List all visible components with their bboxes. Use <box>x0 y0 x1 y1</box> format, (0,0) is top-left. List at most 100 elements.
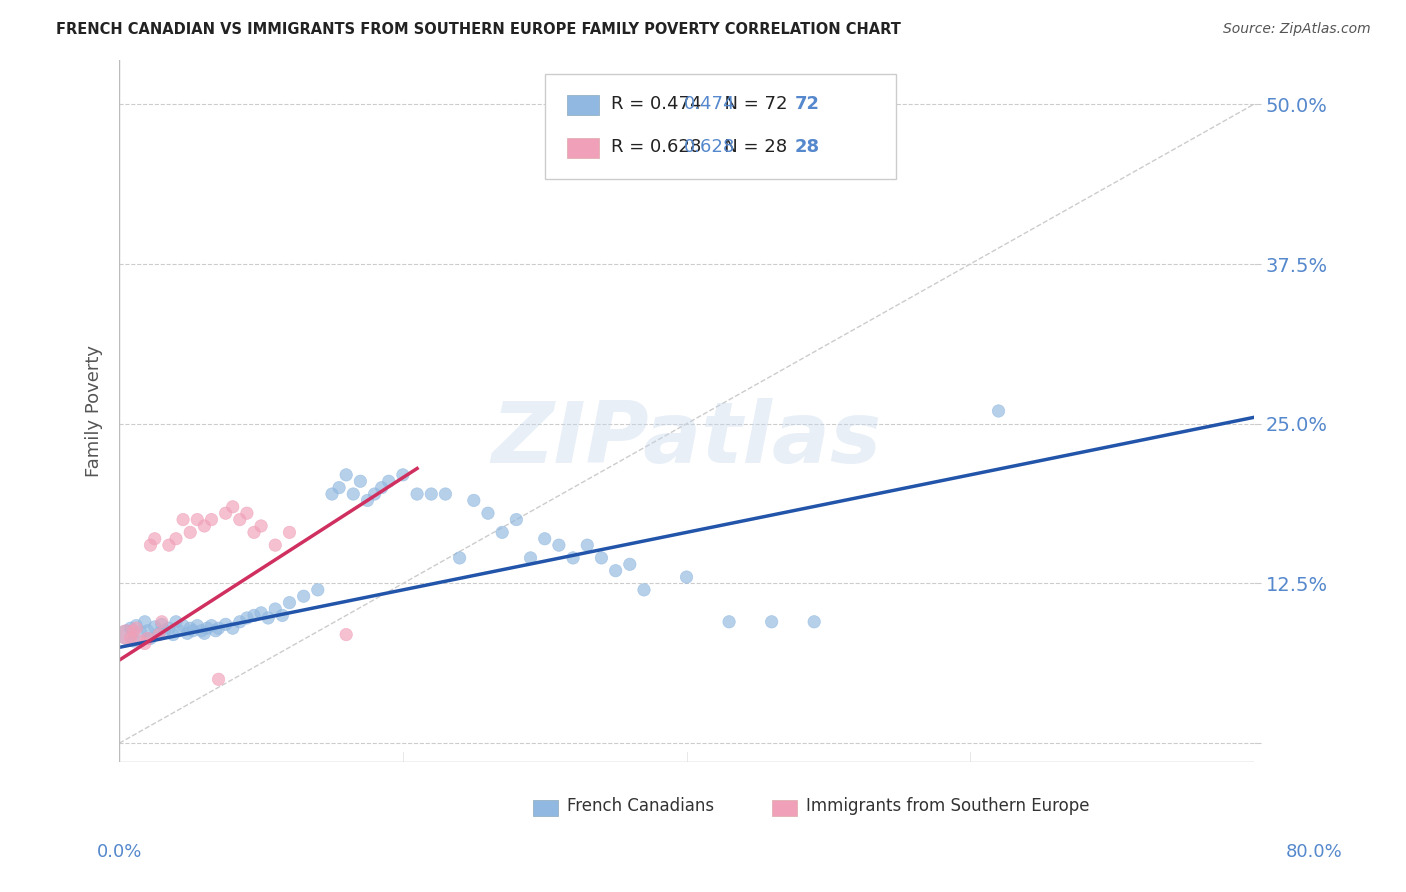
Text: R = 0.628    N = 28: R = 0.628 N = 28 <box>610 138 786 156</box>
Point <box>243 608 266 623</box>
Point <box>519 550 541 565</box>
Point <box>125 621 148 635</box>
Point <box>591 550 613 565</box>
Point <box>292 589 315 603</box>
Text: Immigrants from Southern Europe: Immigrants from Southern Europe <box>806 797 1090 815</box>
Point <box>278 525 301 540</box>
Point <box>139 632 162 646</box>
Point <box>122 624 145 638</box>
Point <box>148 626 170 640</box>
Point <box>195 621 218 635</box>
Point <box>172 618 194 632</box>
Point <box>342 487 364 501</box>
Point <box>229 615 252 629</box>
Point <box>619 558 641 572</box>
Point <box>434 487 457 501</box>
Point <box>377 475 399 489</box>
Point <box>406 487 429 501</box>
Point <box>370 481 392 495</box>
Text: FRENCH CANADIAN VS IMMIGRANTS FROM SOUTHERN EUROPE FAMILY POVERTY CORRELATION CH: FRENCH CANADIAN VS IMMIGRANTS FROM SOUTH… <box>56 22 901 37</box>
Text: Source: ZipAtlas.com: Source: ZipAtlas.com <box>1223 22 1371 37</box>
Point <box>122 634 145 648</box>
Point <box>179 621 201 635</box>
Point <box>264 538 287 552</box>
Point <box>420 487 443 501</box>
Point <box>229 512 252 526</box>
Point <box>125 618 148 632</box>
Point <box>143 532 166 546</box>
Point <box>321 487 343 501</box>
Point <box>328 481 350 495</box>
FancyBboxPatch shape <box>533 800 558 816</box>
Point <box>505 512 527 526</box>
Point <box>115 627 138 641</box>
Point <box>193 626 215 640</box>
Point <box>675 570 697 584</box>
Point <box>533 532 555 546</box>
Point <box>576 538 599 552</box>
FancyBboxPatch shape <box>772 800 797 816</box>
Point <box>633 582 655 597</box>
Point <box>120 621 142 635</box>
Point <box>222 500 245 514</box>
Point <box>190 624 212 638</box>
Point <box>162 627 184 641</box>
Point <box>176 626 198 640</box>
Point <box>562 550 585 565</box>
Point <box>335 627 357 641</box>
Point <box>271 608 294 623</box>
Point <box>548 538 571 552</box>
Point <box>153 624 176 638</box>
Y-axis label: Family Poverty: Family Poverty <box>86 345 103 477</box>
Point <box>157 621 180 635</box>
Text: 0.474: 0.474 <box>685 95 735 112</box>
Point <box>250 519 273 533</box>
Point <box>449 550 471 565</box>
Point <box>356 493 378 508</box>
Point <box>335 467 357 482</box>
Point <box>605 564 627 578</box>
Point <box>143 620 166 634</box>
Point <box>718 615 741 629</box>
Point <box>349 475 371 489</box>
Point <box>165 532 187 546</box>
Point <box>207 621 229 635</box>
Point <box>157 538 180 552</box>
Point <box>134 636 156 650</box>
Point <box>243 525 266 540</box>
Point <box>148 627 170 641</box>
Text: 80.0%: 80.0% <box>1286 843 1343 861</box>
Point <box>136 624 159 638</box>
Point <box>165 615 187 629</box>
Point <box>181 624 204 638</box>
Point <box>129 625 152 640</box>
Point <box>307 582 329 597</box>
Point <box>463 493 485 508</box>
Point <box>193 519 215 533</box>
FancyBboxPatch shape <box>568 138 599 158</box>
Point <box>134 615 156 629</box>
Point <box>264 602 287 616</box>
Point <box>477 506 499 520</box>
Point <box>987 404 1010 418</box>
Point <box>363 487 385 501</box>
Text: ZIPatlas: ZIPatlas <box>492 398 882 481</box>
Text: 28: 28 <box>794 138 820 156</box>
Point <box>200 512 222 526</box>
Point <box>179 525 201 540</box>
Point <box>172 512 194 526</box>
Point <box>859 148 882 162</box>
Point <box>129 634 152 648</box>
Point <box>120 632 142 646</box>
Text: French Canadians: French Canadians <box>568 797 714 815</box>
Point <box>150 615 173 629</box>
Text: 0.628: 0.628 <box>685 138 735 156</box>
Point <box>167 624 190 638</box>
Point <box>491 525 513 540</box>
Point <box>136 632 159 646</box>
Point <box>207 673 229 687</box>
Text: R = 0.474    N = 72: R = 0.474 N = 72 <box>610 95 787 112</box>
Point <box>186 512 208 526</box>
Point <box>115 627 138 641</box>
FancyBboxPatch shape <box>568 95 599 114</box>
